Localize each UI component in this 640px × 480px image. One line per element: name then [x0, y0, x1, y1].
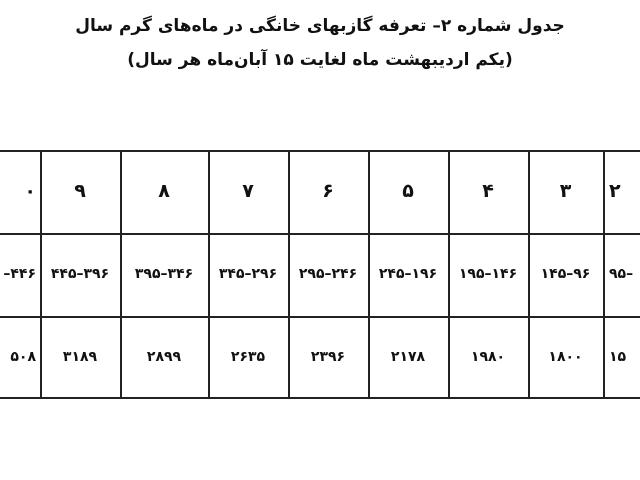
cell-header: ۲ — [609, 180, 621, 202]
row-divider — [0, 233, 640, 235]
cell-range: ۲۹۵–۲۴۶ — [298, 266, 358, 282]
cell-price: ۲۸۹۹ — [146, 349, 182, 365]
cell-price: ۳۱۸۹ — [62, 349, 98, 365]
cell-header: ۸ — [158, 180, 170, 202]
cell-range: ۱۹۵–۱۴۶ — [458, 266, 518, 282]
table-subtitle: (یکم اردیبهشت ماه لغایت ۱۵ آبان‌ماه هر س… — [127, 50, 513, 70]
column-divider — [368, 150, 370, 398]
column-divider — [448, 150, 450, 398]
cell-range: ۲۴۵–۱۹۶ — [378, 266, 438, 282]
cell-header: ۴ — [482, 180, 494, 202]
cell-range: ۱۴۵–۹۶ — [540, 266, 591, 282]
cell-range: ۹۵– — [609, 266, 634, 282]
column-divider — [603, 150, 605, 398]
column-divider — [288, 150, 290, 398]
cell-price: ۵۰۸ — [10, 349, 36, 365]
column-divider — [40, 150, 42, 398]
cell-range: –۴۴۶ — [3, 266, 36, 282]
cell-header: ۳ — [559, 180, 572, 202]
row-divider — [0, 316, 640, 318]
row-divider — [0, 397, 640, 399]
cell-header: ۰ — [24, 180, 36, 202]
cell-header: ۷ — [242, 180, 254, 202]
column-divider — [120, 150, 122, 398]
cell-price: ۲۶۳۵ — [230, 349, 266, 365]
row-divider — [0, 150, 640, 152]
column-divider — [208, 150, 210, 398]
cell-price: ۱۵ — [609, 349, 627, 365]
cell-range: ۳۹۵–۳۴۶ — [134, 266, 194, 282]
tariff-table: ۰ –۴۴۶ ۵۰۸ ۹ ۴۴۵–۳۹۶ ۳۱۸۹ ۸ ۳۹۵–۳۴۶ ۲۸۹۹ ۷ ۳۴۵–۲۹۶… — [0, 150, 640, 399]
cell-range: ۳۴۵–۲۹۶ — [218, 266, 278, 282]
cell-price: ۱۹۸۰ — [470, 349, 506, 365]
cell-range: ۴۴۵–۳۹۶ — [50, 266, 110, 282]
table-title: جدول شماره ۲– تعرفه گازبهای خانگی در ماه… — [75, 16, 565, 36]
column-divider — [528, 150, 530, 398]
cell-price: ۲۱۷۸ — [390, 349, 426, 365]
cell-header: ۵ — [402, 180, 414, 202]
cell-price: ۲۳۹۶ — [310, 349, 346, 365]
cell-price: ۱۸۰۰ — [548, 349, 583, 365]
cell-header: ۶ — [322, 180, 334, 202]
cell-header: ۹ — [74, 180, 86, 202]
